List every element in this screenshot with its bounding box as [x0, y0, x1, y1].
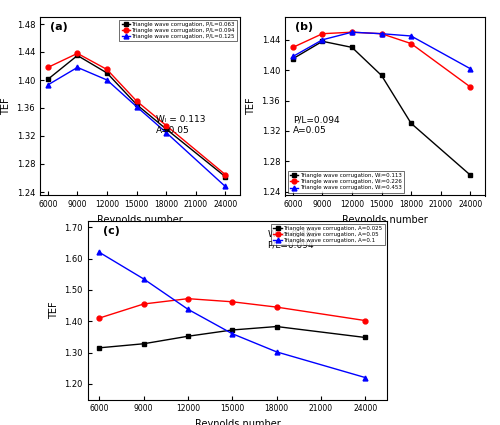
X-axis label: Reynolds number: Reynolds number [97, 215, 183, 225]
Triangle wave corrugation, Wₗ=0.453 [378, 31, 384, 36]
Triangle wave corrugation, A=0.025 [185, 334, 191, 339]
Triangle wave corrugation, P/L=0.063 [134, 102, 140, 107]
Triangle wave corrugation, P/L=0.125 [74, 65, 80, 70]
Text: (b): (b) [295, 23, 313, 32]
Triangle wave corrugation, A=0.05 [96, 315, 102, 320]
Triangle wave corrugation, P/L=0.125 [45, 82, 51, 88]
Triangle wave corrugation, A=0.05 [185, 296, 191, 301]
Y-axis label: TEF: TEF [246, 97, 256, 115]
Triangle wave corrugation, P/L=0.125 [134, 104, 140, 109]
Triangle wave corrugation, A=0.025 [230, 327, 235, 332]
Triangle wave corrugation, A=0.025 [274, 324, 280, 329]
Text: (a): (a) [50, 23, 68, 32]
Triangle wave corrugation, P/L=0.063 [45, 77, 51, 82]
Triangle wave corrugation, A=0.05 [230, 299, 235, 304]
Legend: Triangle wave corrugation, P/L=0.063, Triangle wave corrugation, P/L=0.094, Tria: Triangle wave corrugation, P/L=0.063, Tr… [120, 20, 237, 42]
Line: Triangle wave corrugation, A=0.1: Triangle wave corrugation, A=0.1 [97, 250, 368, 380]
Text: Wₗ = 0.113
A=0.05: Wₗ = 0.113 A=0.05 [156, 115, 206, 135]
Triangle wave corrugation, Wₗ=0.453 [467, 66, 473, 71]
Triangle wave corrugation, A=0.025 [140, 341, 146, 346]
Legend: Triangle wave corrugation, A=0.025, Triangle wave corrugation, A=0.05, Triangle : Triangle wave corrugation, A=0.025, Tria… [271, 224, 384, 246]
Triangle wave corrugation, P/L=0.094 [45, 65, 51, 70]
X-axis label: Reynolds number: Reynolds number [342, 215, 428, 225]
Line: Triangle wave corrugation, A=0.05: Triangle wave corrugation, A=0.05 [97, 296, 368, 323]
Y-axis label: TEF: TEF [1, 97, 11, 115]
Text: Wₗ = 0.453
P/L=0.094: Wₗ = 0.453 P/L=0.094 [268, 230, 317, 249]
Triangle wave corrugation, A=0.1 [362, 375, 368, 380]
Line: Triangle wave corrugation, Wₗ=0.453: Triangle wave corrugation, Wₗ=0.453 [290, 30, 472, 71]
Line: Triangle wave corrugation, Wₗ=0.113: Triangle wave corrugation, Wₗ=0.113 [290, 39, 472, 177]
Triangle wave corrugation, Wₗ=0.113 [290, 56, 296, 61]
Legend: Triangle wave corrugation, Wₗ=0.113, Triangle wave corrugation, Wₗ=0.226, Triang: Triangle wave corrugation, Wₗ=0.113, Tri… [288, 171, 404, 193]
Triangle wave corrugation, A=0.1 [185, 307, 191, 312]
Triangle wave corrugation, Wₗ=0.453 [320, 37, 326, 42]
Triangle wave corrugation, Wₗ=0.113 [349, 45, 355, 50]
Triangle wave corrugation, P/L=0.094 [104, 67, 110, 72]
Y-axis label: TEF: TEF [48, 301, 58, 319]
Triangle wave corrugation, A=0.1 [140, 276, 146, 281]
Triangle wave corrugation, Wₗ=0.113 [408, 121, 414, 126]
Triangle wave corrugation, Wₗ=0.226 [320, 31, 326, 36]
Triangle wave corrugation, A=0.05 [140, 301, 146, 306]
Line: Triangle wave corrugation, A=0.025: Triangle wave corrugation, A=0.025 [97, 324, 368, 350]
Line: Triangle wave corrugation, P/L=0.094: Triangle wave corrugation, P/L=0.094 [46, 51, 228, 177]
Triangle wave corrugation, Wₗ=0.453 [349, 30, 355, 35]
X-axis label: Reynolds number: Reynolds number [194, 419, 280, 425]
Triangle wave corrugation, P/L=0.094 [222, 172, 228, 177]
Triangle wave corrugation, Wₗ=0.226 [467, 84, 473, 89]
Triangle wave corrugation, Wₗ=0.226 [290, 45, 296, 50]
Triangle wave corrugation, P/L=0.063 [74, 53, 80, 58]
Triangle wave corrugation, A=0.05 [362, 318, 368, 323]
Triangle wave corrugation, Wₗ=0.453 [290, 54, 296, 59]
Triangle wave corrugation, P/L=0.125 [222, 184, 228, 189]
Triangle wave corrugation, Wₗ=0.226 [378, 31, 384, 36]
Text: P/L=0.094
A=0.05: P/L=0.094 A=0.05 [293, 115, 340, 135]
Triangle wave corrugation, P/L=0.094 [134, 99, 140, 104]
Line: Triangle wave corrugation, P/L=0.063: Triangle wave corrugation, P/L=0.063 [46, 53, 228, 179]
Triangle wave corrugation, Wₗ=0.453 [408, 34, 414, 39]
Triangle wave corrugation, A=0.05 [274, 305, 280, 310]
Text: (c): (c) [102, 227, 120, 236]
Triangle wave corrugation, Wₗ=0.113 [467, 173, 473, 178]
Triangle wave corrugation, Wₗ=0.226 [408, 41, 414, 46]
Triangle wave corrugation, P/L=0.063 [222, 174, 228, 179]
Triangle wave corrugation, Wₗ=0.113 [320, 39, 326, 44]
Triangle wave corrugation, A=0.1 [96, 250, 102, 255]
Triangle wave corrugation, A=0.025 [96, 345, 102, 350]
Triangle wave corrugation, Wₗ=0.226 [349, 30, 355, 35]
Triangle wave corrugation, P/L=0.125 [163, 130, 169, 135]
Line: Triangle wave corrugation, P/L=0.125: Triangle wave corrugation, P/L=0.125 [46, 65, 228, 189]
Triangle wave corrugation, Wₗ=0.113 [378, 73, 384, 78]
Triangle wave corrugation, P/L=0.063 [104, 71, 110, 76]
Triangle wave corrugation, A=0.1 [230, 331, 235, 336]
Triangle wave corrugation, P/L=0.063 [163, 127, 169, 132]
Triangle wave corrugation, P/L=0.094 [163, 123, 169, 128]
Line: Triangle wave corrugation, Wₗ=0.226: Triangle wave corrugation, Wₗ=0.226 [290, 30, 472, 89]
Triangle wave corrugation, P/L=0.094 [74, 51, 80, 56]
Triangle wave corrugation, A=0.025 [362, 335, 368, 340]
Triangle wave corrugation, P/L=0.125 [104, 77, 110, 82]
Triangle wave corrugation, A=0.1 [274, 349, 280, 354]
